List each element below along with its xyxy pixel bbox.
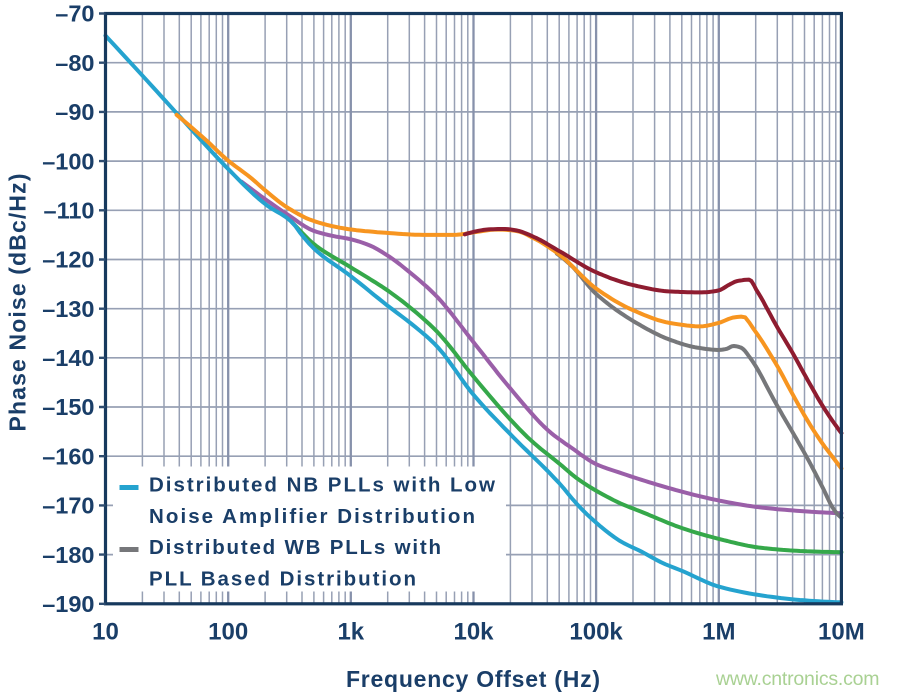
svg-text:Distributed NB PLLs with Low: Distributed NB PLLs with Low [149, 474, 495, 497]
svg-text:10k: 10k [453, 619, 494, 646]
svg-text:PLL Based Distribution: PLL Based Distribution [149, 567, 416, 590]
svg-text:–150: –150 [42, 394, 94, 420]
svg-text:Phase Noise (dBc/Hz): Phase Noise (dBc/Hz) [5, 174, 31, 432]
svg-text:10: 10 [92, 619, 119, 646]
svg-text:Distributed WB PLLs with: Distributed WB PLLs with [149, 536, 441, 559]
svg-text:–120: –120 [42, 247, 94, 273]
svg-text:–190: –190 [42, 591, 94, 617]
svg-text:100k: 100k [569, 619, 623, 646]
svg-text:www.cntronics.com: www.cntronics.com [715, 668, 880, 690]
svg-text:–70: –70 [55, 1, 94, 27]
svg-text:–90: –90 [55, 99, 94, 125]
svg-text:–140: –140 [42, 345, 94, 371]
svg-text:–170: –170 [42, 493, 94, 519]
svg-text:100: 100 [208, 619, 248, 646]
svg-text:–100: –100 [42, 148, 94, 174]
svg-text:–160: –160 [42, 443, 94, 469]
svg-text:–180: –180 [42, 542, 94, 568]
svg-text:–130: –130 [42, 296, 94, 322]
svg-text:Noise Amplifier Distribution: Noise Amplifier Distribution [149, 505, 475, 528]
svg-text:Frequency Offset (Hz): Frequency Offset (Hz) [346, 666, 600, 692]
svg-text:1M: 1M [702, 619, 735, 646]
svg-text:1k: 1k [337, 619, 364, 646]
svg-text:10M: 10M [818, 619, 865, 646]
svg-text:–110: –110 [44, 198, 95, 224]
svg-text:–80: –80 [55, 50, 94, 76]
